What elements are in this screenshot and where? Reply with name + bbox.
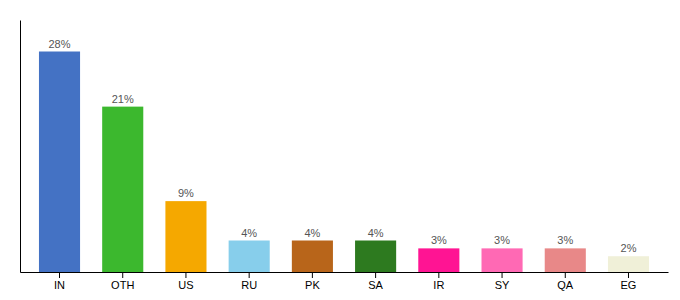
data-label: 3% <box>494 234 510 246</box>
x-tick: EG <box>621 272 637 291</box>
x-tick: US <box>178 272 193 291</box>
x-tick-label: IR <box>433 279 444 291</box>
x-tick-mark <box>375 272 376 278</box>
x-tick-mark <box>502 272 503 278</box>
x-tick-label: US <box>178 279 193 291</box>
bars <box>39 52 649 273</box>
x-tick: IN <box>54 272 65 291</box>
x-tick-mark <box>122 272 123 278</box>
x-tick-label: EG <box>621 279 637 291</box>
x-tick: IR <box>433 272 444 291</box>
x-tick-mark <box>59 272 60 278</box>
x-axis: IN OTH US RU PK SA IR SY QA EG <box>21 272 669 291</box>
x-axis-line <box>21 272 669 273</box>
bar <box>102 107 143 272</box>
data-label: 9% <box>178 187 194 199</box>
bar <box>355 241 396 273</box>
x-tick-label: SY <box>495 279 510 291</box>
x-tick-label: PK <box>305 279 320 291</box>
y-axis-line <box>20 21 21 273</box>
bar <box>39 52 80 273</box>
data-label: 28% <box>48 38 70 50</box>
data-label: 3% <box>431 234 447 246</box>
x-tick-mark <box>185 272 186 278</box>
x-tick-label: SA <box>368 279 383 291</box>
x-tick-mark <box>438 272 439 278</box>
x-tick: SA <box>368 272 383 291</box>
bar <box>608 256 649 272</box>
plot: IN OTH US RU PK SA IR SY QA EG 28% 21% 9% 4% 4% 4% 3% 3% 3… <box>21 21 669 291</box>
data-label: 21% <box>112 93 134 105</box>
x-tick-label: RU <box>241 279 257 291</box>
bar <box>418 248 459 272</box>
bar <box>165 201 206 272</box>
x-tick: SY <box>495 272 510 291</box>
x-tick: QA <box>557 272 574 291</box>
data-label: 3% <box>557 234 573 246</box>
x-tick-mark <box>565 272 566 278</box>
chart: IN OTH US RU PK SA IR SY QA EG 28% 21% 9% 4% 4% 4% 3% 3% 3… <box>0 0 680 300</box>
x-tick-label: QA <box>557 279 574 291</box>
bar <box>482 248 523 272</box>
x-tick-mark <box>249 272 250 278</box>
x-tick-label: IN <box>54 279 65 291</box>
data-label: 4% <box>368 227 384 239</box>
x-tick: OTH <box>111 272 134 291</box>
y-axis <box>20 21 21 273</box>
x-tick-mark <box>628 272 629 278</box>
bar <box>292 241 333 273</box>
x-tick-mark <box>312 272 313 278</box>
data-label: 4% <box>304 227 320 239</box>
data-labels: 28% 21% 9% 4% 4% 4% 3% 3% 3% 2% <box>48 38 636 255</box>
data-label: 4% <box>241 227 257 239</box>
bar <box>545 248 586 272</box>
x-tick: PK <box>305 272 320 291</box>
x-tick: RU <box>241 272 257 291</box>
x-tick-label: OTH <box>111 279 134 291</box>
data-label: 2% <box>621 242 637 254</box>
bar <box>229 241 270 273</box>
